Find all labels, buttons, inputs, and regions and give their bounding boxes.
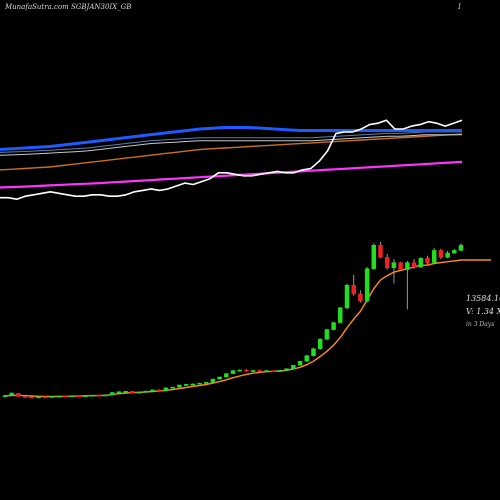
candle-body [110,392,115,396]
candle-body [250,370,256,372]
candle-body [123,391,128,393]
candle-body [197,382,202,385]
candle-body [63,395,68,398]
days-label: in 3 Days [466,321,495,328]
candle-body [136,391,142,394]
candle-body [391,262,397,269]
indicator-line-magenta [0,160,463,189]
candle-body [458,244,464,251]
candle-body [103,394,108,397]
candle-body [452,250,457,254]
candle-body [177,384,182,388]
candle-body [297,360,303,366]
candle-body [96,394,102,397]
candle-body [270,370,276,373]
candle-body [445,252,450,258]
candle-body [42,396,48,399]
candle-body [344,284,350,309]
candle-body [69,395,75,398]
candle-body [224,373,229,378]
candle-body [36,396,41,399]
candle-body [89,394,95,397]
candle-body [116,391,122,394]
candle-body [203,382,209,384]
candle-body [9,392,14,396]
candle-body [364,268,370,302]
candle-body [378,244,383,258]
candle-body [170,386,175,389]
candle-body [156,389,162,392]
candle-body [405,262,410,270]
candle-body [237,369,242,372]
indicator-line-brown [0,133,463,171]
candle-body [317,338,323,349]
last-price-label: 13584.16 [466,294,500,303]
candle-body [291,364,296,369]
candle-body [29,396,35,399]
indicator-line-blue [0,126,462,151]
candle-body [358,293,363,302]
candle-body [257,370,263,372]
candle-body [217,376,222,380]
candle-body [183,384,189,386]
candle-body [143,390,149,393]
candle-body [438,250,444,258]
candle-body [304,355,310,362]
candle-body [150,389,155,392]
chart-title: MunafaSutra.com SGBJAN30IX_GB [5,3,132,11]
header-right-label: I [458,3,461,11]
indicator-line-gray [0,134,462,156]
candle-body [331,322,336,330]
candle-body [83,395,88,397]
candle-body [22,396,28,398]
candle-body [425,258,430,263]
candle-body [130,391,135,394]
indicator-line-steel [0,131,462,153]
candle-body [277,370,283,372]
candle-body [384,257,390,269]
candle-body [49,396,55,398]
candle-body [311,348,316,356]
candle-body [264,370,269,373]
candle-body [351,284,356,295]
indicator-line-white [0,119,463,200]
candle-body [163,387,169,392]
candle-body [284,368,289,371]
volume-label: V: 1.34 X [466,307,500,316]
candle-body [431,250,437,263]
candle-body [244,369,249,372]
candle-body [230,370,236,374]
price-moving-average [4,259,491,398]
candle-body [190,383,196,386]
candle-body [16,393,21,397]
candle-body [418,258,424,268]
candle-body [56,395,61,398]
candle-body [76,395,82,398]
candle-body [338,307,343,323]
candle-body [371,244,377,269]
candle-body [324,329,330,340]
candle-body [2,395,8,397]
candle-body [210,378,216,383]
candle-body [411,262,417,268]
candle-body [398,262,403,270]
